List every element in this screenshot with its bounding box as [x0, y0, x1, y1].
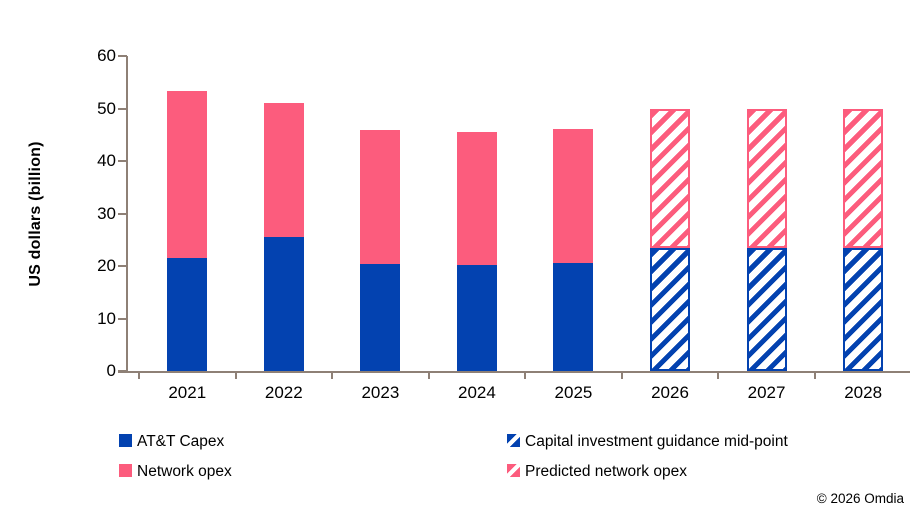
x-axis-line [118, 371, 910, 373]
bar-segment-2023 [360, 263, 401, 371]
x-tick-mark [524, 373, 527, 379]
x-tick-label: 2022 [264, 383, 303, 402]
y-axis-title: US dollars (billion) [27, 141, 44, 287]
bar-segment-2022 [263, 103, 304, 237]
bar-segment-2021 [167, 258, 208, 371]
y-tick-mark [118, 107, 127, 110]
legend-marker-solid [119, 464, 132, 477]
y-tick-label: 20 [97, 256, 116, 275]
bar-segment-2026 [650, 248, 691, 371]
x-tick-mark [620, 373, 623, 379]
x-tick-mark [427, 373, 430, 379]
y-tick-label: 0 [106, 361, 116, 380]
y-tick-label: 30 [97, 203, 116, 223]
bar-segment-2027 [746, 248, 787, 371]
copyright-note: © 2026 Omdia [816, 491, 904, 506]
bar-segment-2021 [167, 91, 208, 259]
bar-segment-2022 [263, 236, 304, 371]
legend-item: AT&T Capex [119, 433, 519, 451]
legend-marker-hatched [507, 434, 520, 447]
bar-segment-2028 [843, 248, 884, 371]
y-tick-mark [118, 55, 127, 57]
x-tick-mark [813, 373, 816, 379]
x-tick-label: 2028 [844, 383, 883, 402]
bar-segment-2025 [553, 262, 594, 371]
legend-marker-hatched [507, 464, 520, 477]
legend-label: Capital investment guidance mid-point [525, 433, 788, 450]
y-tick-mark [118, 160, 127, 162]
bar-segment-2028 [843, 108, 884, 249]
legend-label: AT&T Capex [137, 433, 225, 450]
x-tick-label: 2024 [458, 383, 496, 402]
legend-item: Predicted network opex [507, 463, 907, 481]
y-tick-label: 50 [97, 98, 116, 118]
y-tick-label: 10 [97, 308, 116, 328]
x-tick-label: 2026 [651, 383, 689, 402]
legend-label: Predicted network opex [525, 463, 687, 480]
x-tick-label: 2027 [747, 383, 786, 402]
bar-segment-2026 [650, 108, 691, 249]
bar-segment-2023 [360, 130, 401, 264]
bar-segment-2024 [456, 265, 497, 371]
x-tick-label: 2025 [554, 383, 593, 402]
y-tick-mark [118, 212, 127, 215]
legend-item: Capital investment guidance mid-point [507, 433, 907, 451]
bar-segment-2025 [553, 128, 594, 263]
x-tick-mark [138, 373, 140, 379]
y-tick-label: 60 [97, 46, 116, 65]
x-tick-label: 2021 [168, 383, 207, 402]
y-axis-line [126, 56, 128, 373]
x-tick-label: 2023 [361, 383, 400, 402]
x-tick-mark [234, 373, 237, 379]
y-tick-mark [118, 265, 127, 267]
x-tick-mark [717, 373, 720, 379]
bar-segment-2027 [746, 108, 787, 249]
legend-item: Network opex [119, 463, 519, 481]
y-tick-mark [118, 317, 127, 320]
y-tick-label: 40 [97, 151, 116, 170]
legend-marker-solid [119, 434, 132, 447]
legend-label: Network opex [137, 463, 232, 480]
x-tick-mark [331, 373, 334, 379]
bar-segment-2024 [456, 132, 497, 266]
